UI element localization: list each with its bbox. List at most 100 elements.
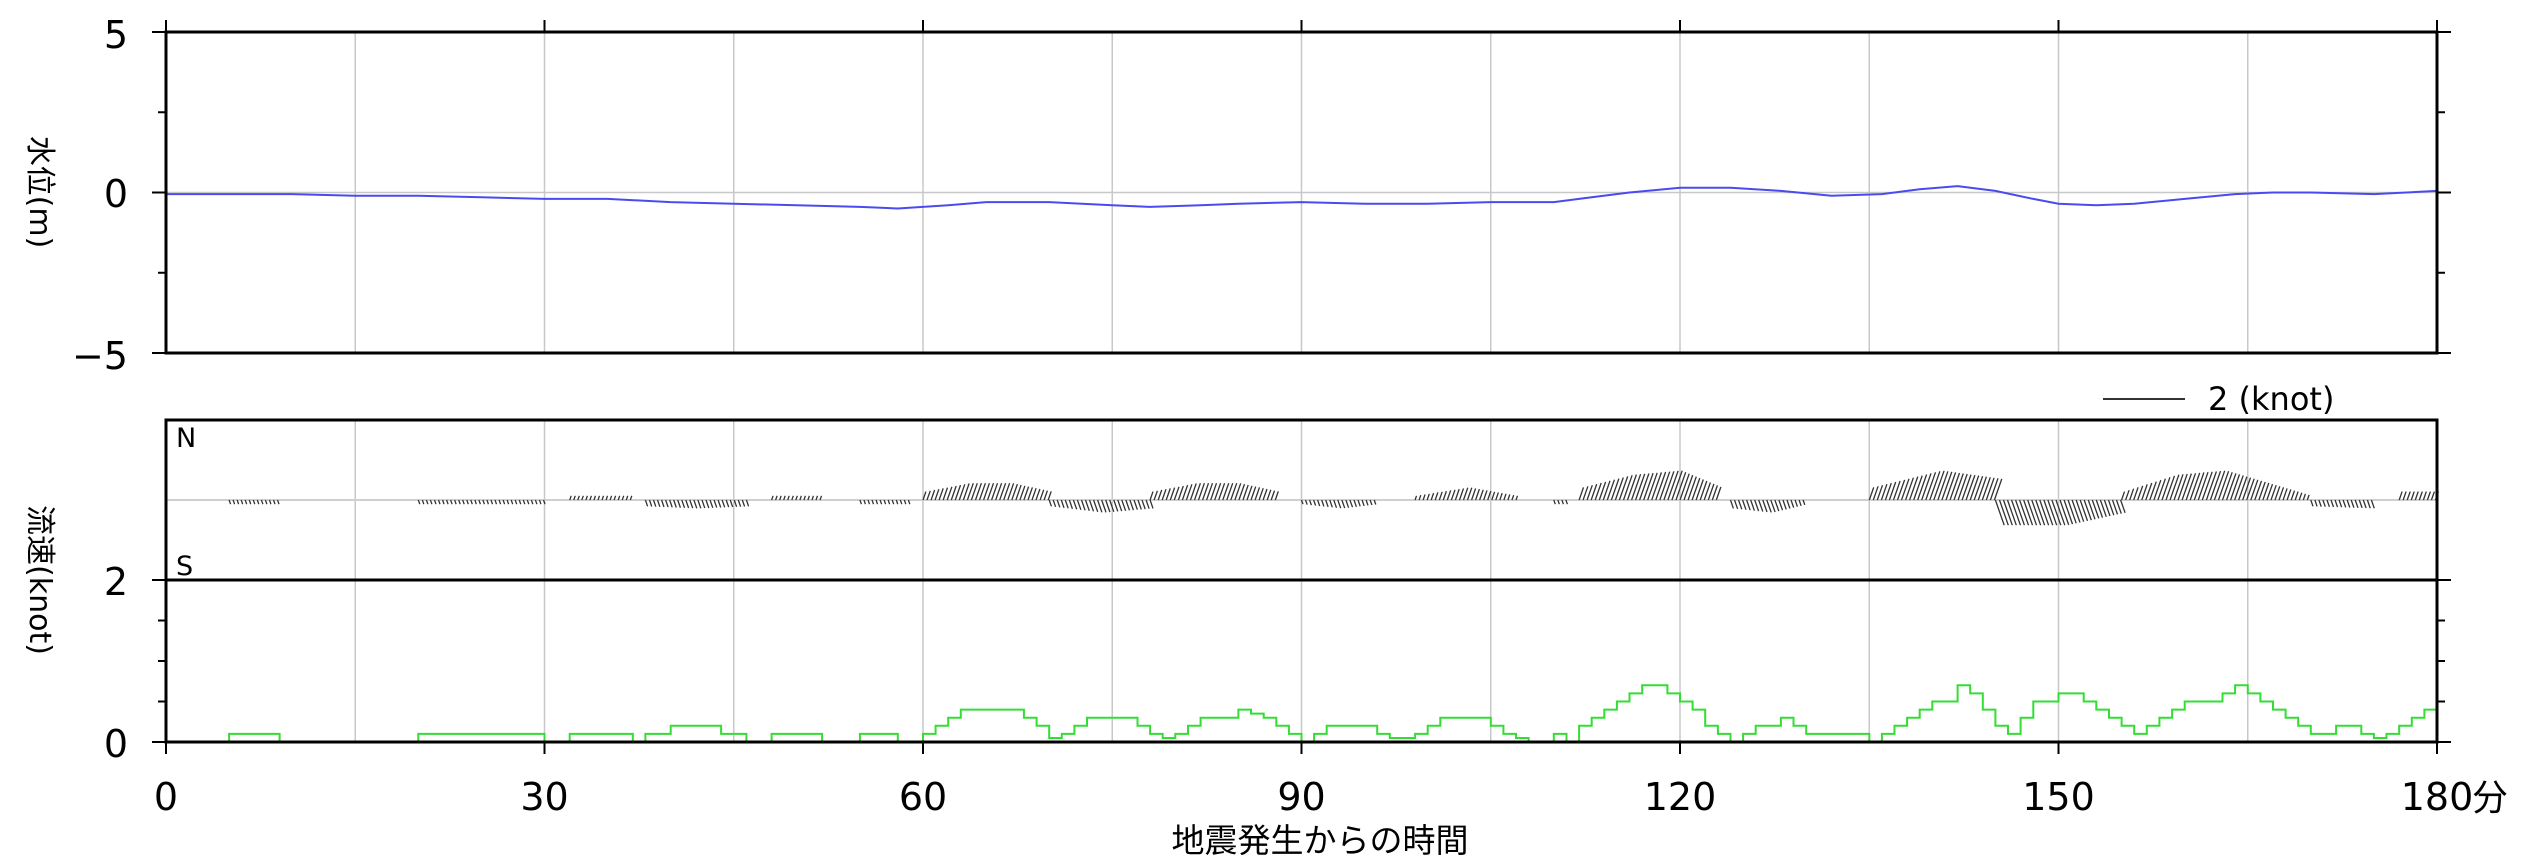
current-vector (2153, 479, 2162, 501)
current-vector (2185, 473, 2197, 501)
current-vector (1270, 490, 1276, 501)
current-vector (1064, 499, 1069, 509)
current-vector (1193, 482, 1202, 501)
current-vector (1422, 494, 1426, 501)
current-vector (577, 495, 580, 501)
current-vector (506, 499, 510, 505)
current-vector (799, 495, 802, 501)
current-vector (1884, 482, 1892, 501)
current-vector (907, 499, 911, 505)
current-vector (859, 499, 863, 505)
current-vector (1173, 486, 1180, 501)
current-vector (717, 499, 722, 508)
current-vector (1945, 472, 1957, 501)
current-vector (685, 499, 690, 509)
current-vector (1133, 499, 1139, 510)
current-vector (1177, 485, 1184, 501)
current-vector (1900, 478, 1910, 501)
current-vector (1047, 491, 1052, 501)
current-vector (1586, 484, 1593, 501)
current-vector (1369, 499, 1373, 506)
current-vector (2051, 499, 2062, 526)
current-vector (268, 499, 272, 505)
current-vector (1242, 484, 1249, 501)
current-vector (2370, 499, 2375, 509)
current-vector (421, 499, 425, 505)
current-vector (445, 499, 449, 505)
current-vector (930, 489, 936, 501)
current-vector (1651, 472, 1663, 501)
current-vector (2246, 478, 2255, 501)
current-vector (1590, 483, 1598, 501)
current-vector (1892, 480, 1901, 501)
current-vector (1023, 486, 1030, 501)
current-vector (899, 499, 903, 505)
current-vector (689, 499, 694, 509)
current-vector (2326, 499, 2331, 508)
current-vector (1092, 499, 1099, 513)
current-vector (1908, 476, 1919, 501)
current-vector (1647, 472, 1658, 501)
current-vector (530, 499, 534, 505)
current-vector (1659, 471, 1671, 501)
current-direction-vectors (228, 470, 2440, 526)
current-vector (2099, 499, 2107, 518)
current-vector (1450, 489, 1456, 501)
water-level-grid (165, 32, 2438, 353)
current-vector (1197, 482, 1206, 501)
current-vector (733, 499, 738, 508)
current-vector (2274, 486, 2281, 501)
x-axis-tick-labels: 0 30 60 90 120 150 180 (154, 20, 2473, 819)
current-vector (1141, 499, 1146, 510)
current-vector (2177, 473, 2188, 501)
current-vector (2115, 499, 2122, 514)
current-vector (1998, 499, 2009, 526)
current-vector (1076, 499, 1082, 511)
current-vector (2418, 491, 2423, 501)
current-vector (1129, 499, 1135, 511)
current-vector (2193, 472, 2205, 501)
current-vector (1798, 499, 1802, 507)
current-vector (2410, 491, 2415, 501)
current-vector (2124, 489, 2130, 501)
current-vector (276, 499, 280, 505)
current-vector (256, 499, 260, 505)
current-vector (697, 499, 702, 509)
current-vector (1965, 474, 1976, 501)
current-vector (1189, 483, 1197, 501)
current-vector (1337, 499, 1342, 509)
current-vector (660, 499, 665, 508)
current-vector (1165, 488, 1171, 501)
current-vector (1161, 488, 1167, 501)
current-vector (1043, 490, 1049, 501)
current-vector (1145, 499, 1150, 509)
current-vector (2262, 482, 2270, 501)
current-vector (954, 484, 962, 501)
current-vector (1333, 499, 1338, 509)
current-vector (437, 499, 441, 505)
current-vector (1125, 499, 1131, 511)
current-vector (887, 499, 891, 505)
current-vector (1565, 499, 1569, 505)
current-vector (787, 495, 790, 501)
current-vector (819, 495, 823, 501)
current-vector (526, 499, 530, 505)
current-vector (478, 499, 482, 505)
current-vector (2362, 499, 2367, 509)
current-vector (1153, 490, 1159, 501)
current-vector (518, 499, 522, 505)
current-vector (1691, 477, 1701, 501)
current-vector (1365, 499, 1369, 506)
current-vector (2169, 474, 2180, 501)
current-vector (1507, 494, 1511, 501)
current-vector (458, 499, 461, 505)
current-vector (693, 499, 698, 509)
current-vector (681, 499, 686, 509)
current-vector (1598, 481, 1607, 501)
current-vector (2010, 499, 2022, 526)
current-vector (1039, 489, 1045, 501)
current-vector (811, 495, 815, 501)
current-vector (617, 495, 621, 501)
current-vector (2430, 491, 2436, 501)
